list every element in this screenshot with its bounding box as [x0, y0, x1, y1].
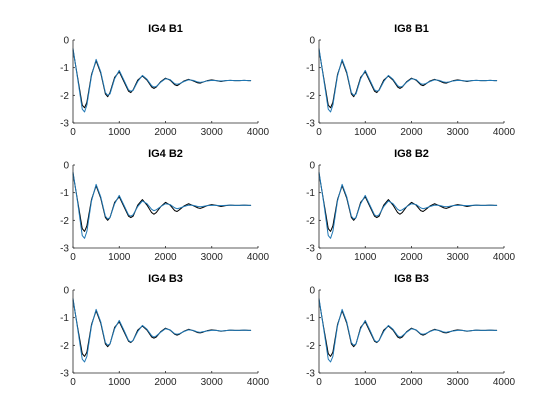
- x-tick-label: 3000: [447, 127, 470, 138]
- y-tick-label: -3: [60, 369, 69, 380]
- y-tick-label: -2: [306, 341, 315, 352]
- y-tick-label: -2: [60, 91, 69, 102]
- series-line-1: [318, 299, 498, 357]
- x-tick-label: 0: [70, 252, 76, 263]
- series-line-2: [72, 48, 252, 113]
- series-line-2: [318, 298, 498, 363]
- subplot-title: IG8 B3: [394, 273, 429, 285]
- subplot-title: IG4 B2: [148, 148, 183, 160]
- x-tick-label: 1000: [354, 252, 377, 263]
- y-tick-label: -3: [60, 244, 69, 255]
- x-tick-label: 4000: [493, 127, 516, 138]
- x-tick-label: 1000: [108, 377, 131, 388]
- x-tick-label: 0: [70, 127, 76, 138]
- x-tick-label: 0: [316, 377, 322, 388]
- subplot-5: 0 1000 2000 3000 4000 0 -1 -2 -3 IG4 B3: [60, 273, 269, 388]
- y-tick-label: 0: [63, 286, 69, 297]
- y-tick-label: -1: [306, 313, 315, 324]
- subplot-title: IG4 B1: [148, 23, 183, 35]
- x-tick-label: 1000: [108, 127, 131, 138]
- y-tick-label: 0: [309, 286, 315, 297]
- subplot-title: IG4 B3: [148, 273, 183, 285]
- y-tick-label: -2: [60, 216, 69, 227]
- y-tick-label: -3: [306, 119, 315, 130]
- series-line-2: [72, 298, 252, 363]
- x-tick-label: 2000: [154, 377, 177, 388]
- y-tick-label: -1: [60, 313, 69, 324]
- x-tick-label: 4000: [247, 377, 270, 388]
- x-tick-label: 3000: [447, 377, 470, 388]
- x-tick-label: 2000: [154, 127, 177, 138]
- subplot-4: 0 1000 2000 3000 4000 0 -1 -2 -3 IG8 B2: [306, 148, 515, 263]
- x-tick-label: 0: [316, 127, 322, 138]
- series-line-1: [72, 49, 252, 109]
- y-tick-label: 0: [63, 161, 69, 172]
- x-tick-label: 0: [316, 252, 322, 263]
- x-tick-label: 0: [70, 377, 76, 388]
- x-tick-label: 2000: [400, 127, 423, 138]
- y-tick-label: -2: [306, 91, 315, 102]
- x-tick-label: 4000: [493, 377, 516, 388]
- series-line-1: [72, 299, 252, 357]
- x-tick-label: 2000: [154, 252, 177, 263]
- series-line-2: [318, 171, 498, 239]
- subplot-1: 0 1000 2000 3000 4000 0 -1 -2 -3 IG4 B1: [60, 23, 269, 138]
- subplot-title: IG8 B1: [394, 23, 429, 35]
- series-line-2: [318, 48, 498, 113]
- y-tick-label: -1: [60, 63, 69, 74]
- x-tick-label: 2000: [400, 252, 423, 263]
- x-tick-label: 3000: [201, 252, 224, 263]
- y-tick-label: -2: [60, 341, 69, 352]
- y-tick-label: -1: [306, 63, 315, 74]
- y-tick-label: -1: [306, 188, 315, 199]
- series-line-1: [72, 173, 252, 232]
- x-tick-label: 4000: [493, 252, 516, 263]
- x-tick-label: 2000: [400, 377, 423, 388]
- x-tick-label: 3000: [201, 377, 224, 388]
- subplot-6: 0 1000 2000 3000 4000 0 -1 -2 -3 IG8 B3: [306, 273, 515, 388]
- subplot-2: 0 1000 2000 3000 4000 0 -1 -2 -3 IG8 B1: [306, 23, 515, 138]
- subplot-3: 0 1000 2000 3000 4000 0 -1 -2 -3 IG4 B2: [60, 148, 269, 263]
- x-tick-label: 1000: [354, 127, 377, 138]
- x-tick-label: 4000: [247, 127, 270, 138]
- y-tick-label: -2: [306, 216, 315, 227]
- series-line-2: [72, 171, 252, 239]
- x-tick-label: 4000: [247, 252, 270, 263]
- y-tick-label: -3: [306, 369, 315, 380]
- x-tick-label: 1000: [108, 252, 131, 263]
- x-tick-label: 3000: [201, 127, 224, 138]
- y-tick-label: 0: [309, 36, 315, 47]
- series-line-1: [318, 49, 498, 109]
- x-tick-label: 3000: [447, 252, 470, 263]
- y-tick-label: 0: [63, 36, 69, 47]
- y-tick-label: -1: [60, 188, 69, 199]
- y-tick-label: -3: [306, 244, 315, 255]
- x-tick-label: 1000: [354, 377, 377, 388]
- series-line-1: [318, 173, 498, 232]
- subplot-title: IG8 B2: [394, 148, 429, 160]
- y-tick-label: -3: [60, 119, 69, 130]
- y-tick-label: 0: [309, 161, 315, 172]
